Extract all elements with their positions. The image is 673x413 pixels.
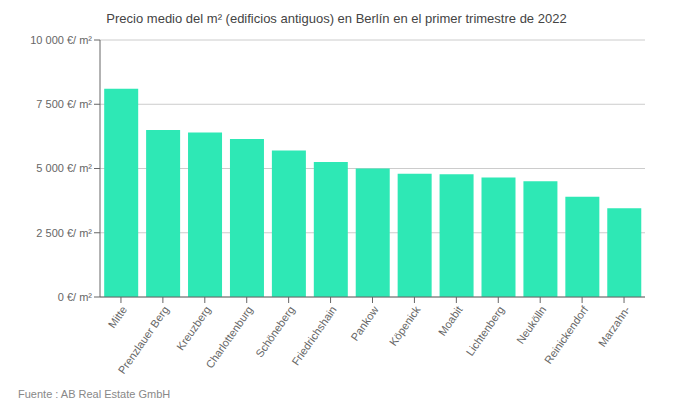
- svg-text:Marzahn-: Marzahn-: [596, 304, 633, 349]
- html-text:Precio medio del m² (edificios: Precio medio del m² (edificios antiguos)…: [106, 11, 567, 26]
- svg-text:Charlottenburg: Charlottenburg: [203, 304, 255, 371]
- svg-text:Reinickendorf: Reinickendorf: [542, 303, 591, 366]
- svg-text:Kreuzberg: Kreuzberg: [174, 304, 213, 352]
- svg-text:Friedrichshain: Friedrichshain: [289, 304, 338, 367]
- svg-text:2 500 €/ m²: 2 500 €/ m²: [36, 227, 92, 239]
- svg-text:Pankow: Pankow: [348, 304, 380, 343]
- html-text:Fuente : AB Real Estate GmbH: Fuente : AB Real Estate GmbH: [18, 388, 171, 400]
- svg-text:10 000 €/ m²: 10 000 €/ m²: [30, 34, 92, 46]
- svg-text:Moabit: Moabit: [436, 304, 465, 338]
- svg-text:Köpenick: Köpenick: [387, 303, 423, 347]
- svg-text:Lichtenberg: Lichtenberg: [464, 304, 507, 358]
- svg-text:Mitte: Mitte: [106, 304, 130, 330]
- svg-text:0 €/ m²: 0 €/ m²: [58, 291, 93, 303]
- svg-text:Neukölln: Neukölln: [514, 304, 548, 346]
- svg-text:7 500 €/ m²: 7 500 €/ m²: [36, 98, 92, 110]
- svg-text:Prenzlauer Berg: Prenzlauer Berg: [116, 304, 171, 376]
- svg-text:Schöneberg: Schöneberg: [253, 304, 297, 359]
- svg-text:5 000 €/ m²: 5 000 €/ m²: [36, 162, 92, 174]
